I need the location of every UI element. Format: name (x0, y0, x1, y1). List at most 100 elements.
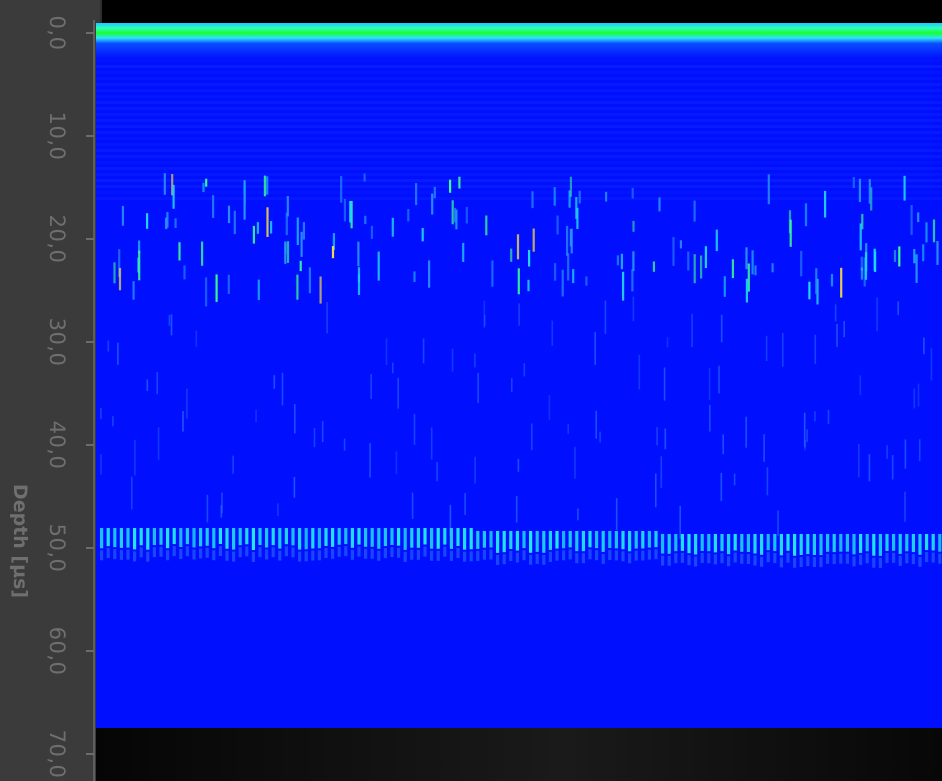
noise-streak (107, 340, 110, 352)
backwall-echo-segment (760, 534, 764, 555)
noise-streak (436, 462, 438, 482)
backwall-echo-segment (614, 531, 618, 549)
echo-streak (815, 268, 818, 295)
backwall-echo-segment (159, 528, 163, 545)
echo-streak (205, 277, 208, 307)
echo-streak (485, 215, 488, 236)
echo-streak (421, 228, 424, 242)
backwall-echo-segment (390, 528, 394, 545)
backwall-echo-segment (100, 528, 104, 549)
noise-streak (518, 303, 520, 326)
backwall-echo-segment (740, 534, 744, 552)
echo-streak (113, 262, 116, 284)
echo-streak (567, 253, 570, 281)
echo-streak (451, 200, 454, 225)
noise-streak (913, 388, 916, 409)
echo-streak (830, 274, 834, 287)
echo-streak (118, 249, 121, 277)
echo-streak (138, 250, 141, 281)
echo-streak (631, 269, 634, 292)
backwall-echo-segment (601, 531, 605, 552)
echo-streak (431, 193, 434, 215)
backwall-echo-segment (133, 528, 137, 550)
noise-streak (574, 446, 576, 479)
echo-streak (556, 215, 559, 235)
echo-streak (936, 241, 939, 265)
top-border (102, 0, 942, 23)
backwall-echo-segment (278, 528, 282, 549)
echo-streak (243, 193, 246, 220)
echo-streak (859, 223, 862, 251)
backwall-echo-segment (555, 531, 559, 549)
noise-streak (474, 456, 476, 484)
echo-streak (428, 260, 431, 288)
backwall-echo-segment (337, 528, 341, 545)
backwall-echo-segment (799, 534, 803, 555)
noise-streak (134, 440, 136, 476)
depth-axis-title: Depth [µs] (9, 483, 31, 599)
backwall-echo-segment (185, 528, 189, 545)
echo-streak (227, 205, 231, 224)
backwall-echo-segment (509, 531, 513, 549)
depth-axis-line (93, 20, 95, 781)
backwall-echo-segment (581, 531, 585, 552)
noise-streak (814, 334, 817, 364)
noise-streak (868, 454, 871, 482)
echo-streak (605, 191, 608, 202)
backwall-echo-segment (364, 528, 368, 547)
echo-streak (146, 213, 149, 229)
noise-streak (369, 443, 371, 478)
backwall-echo-segment (251, 528, 255, 550)
backwall-echo-segment (707, 534, 711, 552)
noise-streak (594, 332, 596, 365)
noise-streak (370, 374, 372, 399)
backwall-echo-segment (733, 534, 737, 551)
echo-streak (286, 241, 290, 263)
echo-streak (751, 250, 754, 275)
noise-streak (733, 473, 736, 486)
noise-streak (718, 365, 720, 394)
echo-streak (391, 217, 394, 237)
noise-streak (195, 330, 198, 347)
echo-streak (632, 251, 635, 272)
backwall-echo-segment (304, 528, 308, 550)
noise-streak (220, 505, 223, 518)
noise-streak (517, 458, 520, 472)
noise-streak (294, 404, 296, 434)
echo-streak (302, 222, 305, 240)
backwall-echo-segment (859, 534, 863, 553)
backwall-echo-segment (502, 531, 506, 553)
noise-streak (806, 429, 808, 443)
depth-axis-panel: 0,0 10,0 20,0 30,0 40,0 50,0 60,0 70,0 Depth [µ… (0, 0, 102, 781)
noise-streak (182, 411, 184, 432)
echo-streak (163, 173, 166, 195)
echo-streak (510, 248, 513, 262)
noise-streak (886, 445, 888, 459)
echo-streak (308, 267, 311, 294)
backwall-echo-segment (806, 534, 810, 555)
noise-streak (221, 492, 223, 514)
echo-streak (252, 225, 255, 244)
noise-streak (859, 375, 862, 395)
echo-streak (174, 218, 177, 228)
backwall-echo-segment (172, 528, 176, 545)
noise-streak (917, 383, 920, 407)
echo-streak (340, 176, 343, 203)
scan-background (96, 23, 942, 728)
depth-tick-mark (86, 238, 94, 240)
bscan-image[interactable] (96, 23, 942, 728)
noise-streak (392, 362, 394, 374)
echo-streak (568, 190, 571, 208)
noise-streak (604, 300, 607, 334)
noise-streak (551, 320, 554, 346)
backwall-echo-segment (357, 528, 361, 545)
echo-streak (407, 209, 410, 222)
noise-streak (483, 300, 486, 328)
echo-streak (745, 278, 748, 303)
depth-tick-label: 50,0 (45, 523, 69, 573)
echo-streak (852, 177, 855, 189)
echo-streak (917, 212, 920, 223)
backwall-echo-segment (476, 531, 480, 549)
echo-streak (585, 276, 588, 286)
noise-streak (321, 421, 324, 443)
